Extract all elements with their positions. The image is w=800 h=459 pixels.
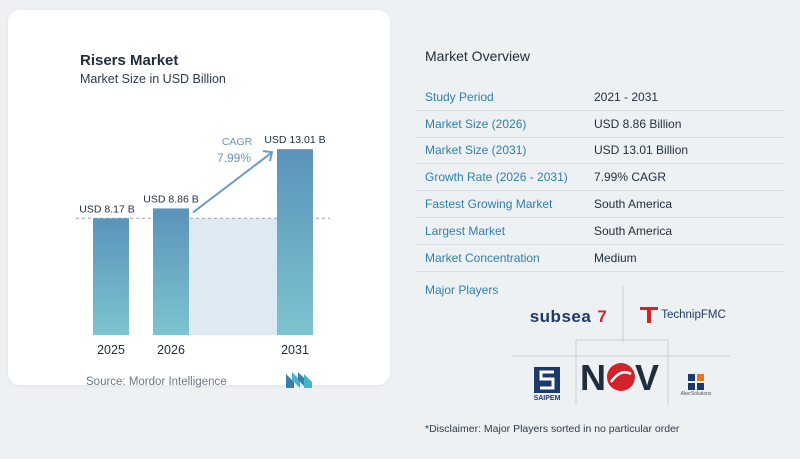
major-players-title: Major Players <box>425 283 499 297</box>
nov-mark-icon: N V <box>580 357 659 396</box>
akersolutions-logo-text: AkerSolutions <box>680 390 712 397</box>
row-key: Market Size (2031) <box>425 143 527 158</box>
overview-table: Study Period 2021 - 2031 Market Size (20… <box>416 84 784 272</box>
table-row: Market Size (2031) USD 13.01 Billion <box>416 138 784 165</box>
technipfmc-logo: TechnipFMC <box>628 302 738 328</box>
cagr-value: 7.99% <box>217 151 251 165</box>
akersolutions-logo: AkerSolutions <box>678 370 714 400</box>
data-label-2025: USD 8.17 B <box>79 203 134 215</box>
row-key: Fastest Growing Market <box>425 197 553 212</box>
data-label-2031: USD 13.01 B <box>264 134 325 146</box>
reference-band <box>189 218 277 335</box>
chart-subtitle: Market Size in USD Billion <box>80 72 226 86</box>
row-key: Largest Market <box>425 223 506 238</box>
table-row: Largest Market South America <box>416 218 784 245</box>
nov-logo: N V <box>578 356 664 396</box>
cagr-arrow-head <box>262 150 274 162</box>
x-tick-2031: 2031 <box>281 343 309 357</box>
x-tick-2026: 2026 <box>157 343 185 357</box>
players-grid-lines <box>512 286 730 405</box>
saipem-logo: SAIPEM <box>520 362 574 406</box>
bar-2031 <box>277 149 313 335</box>
saipem-logo-text: SAIPEM <box>533 394 561 402</box>
table-row: Fastest Growing Market South America <box>416 191 784 218</box>
row-value: Medium <box>594 250 637 265</box>
technipfmc-logo-text: TechnipFMC <box>661 309 726 321</box>
bar-chart: USD 8.17 B 2025 USD 8.86 B 2026 USD 13.01 B 2… <box>76 134 330 357</box>
x-tick-2025: 2025 <box>97 343 125 357</box>
technipfmc-mark-icon <box>640 307 659 323</box>
row-value: South America <box>594 223 673 238</box>
akersolutions-mark-icon <box>688 373 704 390</box>
row-key: Market Concentration <box>425 250 540 265</box>
cagr-arrow <box>192 152 272 214</box>
row-key: Market Size (2026) <box>425 116 527 131</box>
source-note: Source: Mordor Intelligence <box>86 376 227 388</box>
row-key: Study Period <box>425 89 494 104</box>
chart-title: Risers Market <box>80 52 179 69</box>
svg-text:V: V <box>635 357 659 396</box>
table-row: Market Size (2026) USD 8.86 Billion <box>416 111 784 138</box>
market-overview-panel: Market Overview Study Period 2021 - 2031… <box>416 0 800 459</box>
svg-text:N: N <box>580 357 604 396</box>
disclaimer-note: *Disclaimer: Major Players sorted in no … <box>425 423 680 435</box>
row-value: USD 13.01 Billion <box>594 143 689 158</box>
table-row: Market Concentration Medium <box>416 245 784 272</box>
bar-2025 <box>93 218 129 335</box>
subsea7-logo: subsea 7 <box>516 302 621 332</box>
data-label-2026: USD 8.86 B <box>143 193 198 205</box>
row-value: 7.99% CAGR <box>594 170 667 185</box>
overview-title: Market Overview <box>425 48 531 64</box>
row-value: South America <box>594 197 673 212</box>
row-key: Growth Rate (2026 - 2031) <box>425 170 568 185</box>
row-value: 2021 - 2031 <box>594 89 659 104</box>
subsea7-logo-number: 7 <box>597 307 608 326</box>
table-row: Growth Rate (2026 - 2031) 7.99% CAGR <box>416 164 784 192</box>
saipem-mark-icon <box>534 366 560 393</box>
mordor-logo-icon <box>286 372 312 388</box>
row-value: USD 8.86 Billion <box>594 116 682 131</box>
cagr-label: CAGR <box>222 136 253 148</box>
chart-card: USD 8.17 B 2025 USD 8.86 B 2026 USD 13.01 B 2… <box>8 10 390 388</box>
bar-2026 <box>153 208 189 335</box>
table-row: Study Period 2021 - 2031 <box>416 84 784 111</box>
subsea7-logo-text: subsea <box>529 307 592 326</box>
